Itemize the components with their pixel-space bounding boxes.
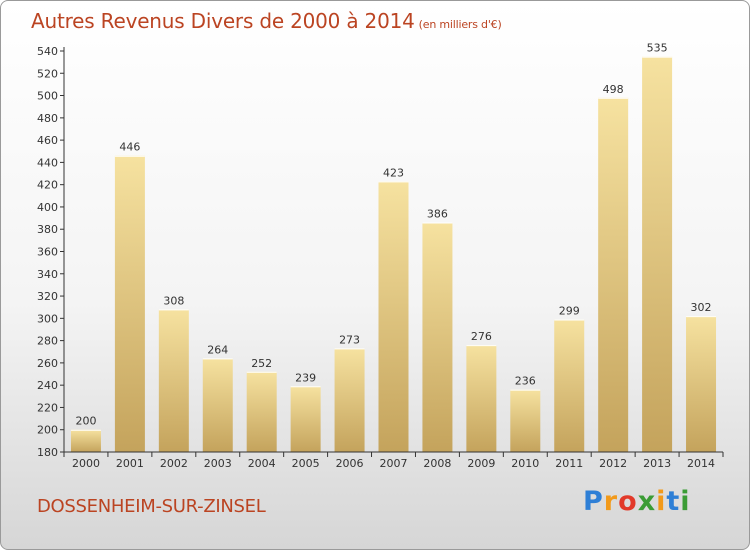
- bar: [290, 386, 321, 452]
- logo-letter: r: [603, 486, 619, 517]
- x-tick-label: 2008: [423, 457, 451, 470]
- bar: [70, 429, 101, 452]
- y-tick-label: 300: [37, 312, 58, 325]
- data-label: 423: [383, 166, 404, 179]
- data-label: 302: [691, 301, 712, 314]
- y-tick-label: 220: [37, 401, 58, 414]
- x-tick-label: 2006: [336, 457, 364, 470]
- y-tick-label: 480: [37, 112, 58, 125]
- bar: [158, 309, 189, 452]
- y-tick-label: 320: [37, 290, 58, 303]
- y-tick-label: 520: [37, 67, 58, 80]
- chart-unit: (en milliers d'€): [418, 18, 502, 31]
- bar: [510, 389, 541, 452]
- y-tick-label: 540: [37, 45, 58, 58]
- data-label: 386: [427, 208, 448, 221]
- bar: [686, 316, 717, 452]
- data-label: 308: [163, 294, 184, 307]
- logo-letter: x: [637, 486, 657, 517]
- logo-letter: i: [656, 486, 667, 517]
- x-tick-label: 2012: [599, 457, 627, 470]
- x-tick-label: 2009: [467, 457, 495, 470]
- logo-letter: P: [583, 486, 604, 517]
- place-name: DOSSENHEIM-SUR-ZINSEL: [37, 496, 266, 517]
- y-tick-label: 200: [37, 424, 58, 437]
- y-tick-label: 460: [37, 134, 58, 147]
- chart-title-text: Autres Revenus Divers de 2000 à 2014: [31, 9, 415, 33]
- y-tick-label: 440: [37, 156, 58, 169]
- y-tick-label: 500: [37, 90, 58, 103]
- x-tick-label: 2005: [292, 457, 320, 470]
- bar: [422, 222, 453, 452]
- logo-letter: t: [666, 486, 681, 517]
- x-tick-label: 2002: [160, 457, 188, 470]
- bar: [114, 155, 145, 452]
- bar: [202, 358, 233, 452]
- logo-letter: o: [618, 486, 638, 517]
- data-label: 535: [647, 42, 668, 55]
- x-tick-label: 2010: [511, 457, 539, 470]
- x-tick-label: 2013: [643, 457, 671, 470]
- logo-letter: i: [680, 486, 691, 517]
- data-label: 236: [515, 375, 536, 388]
- data-label: 446: [119, 141, 140, 154]
- bar: [642, 56, 673, 452]
- y-tick-label: 420: [37, 179, 58, 192]
- bar: [554, 319, 585, 452]
- x-tick-label: 2014: [687, 457, 715, 470]
- data-label: 252: [251, 357, 272, 370]
- data-label: 276: [471, 330, 492, 343]
- x-tick-label: 2000: [72, 457, 100, 470]
- x-tick-label: 2001: [116, 457, 144, 470]
- y-tick-label: 260: [37, 357, 58, 370]
- data-label: 273: [339, 333, 360, 346]
- y-tick-label: 280: [37, 335, 58, 348]
- x-tick-label: 2007: [380, 457, 408, 470]
- data-label: 264: [207, 343, 228, 356]
- y-tick-label: 380: [37, 223, 58, 236]
- bar: [466, 345, 497, 452]
- x-tick-label: 2003: [204, 457, 232, 470]
- data-label: 239: [295, 371, 316, 384]
- y-tick-label: 180: [37, 446, 58, 459]
- y-tick-label: 400: [37, 201, 58, 214]
- x-tick-label: 2004: [248, 457, 276, 470]
- bar: [378, 181, 409, 452]
- y-tick-label: 240: [37, 379, 58, 392]
- data-label: 200: [75, 415, 96, 428]
- bar: [246, 371, 277, 452]
- proxiti-logo: Proxiti: [583, 486, 691, 517]
- chart-title: Autres Revenus Divers de 2000 à 2014 (en …: [31, 9, 502, 33]
- bar: [598, 97, 629, 453]
- y-tick-label: 360: [37, 246, 58, 259]
- x-tick-label: 2011: [555, 457, 583, 470]
- data-label: 299: [559, 304, 580, 317]
- data-label: 498: [603, 83, 624, 96]
- bar: [334, 348, 365, 452]
- y-tick-label: 340: [37, 268, 58, 281]
